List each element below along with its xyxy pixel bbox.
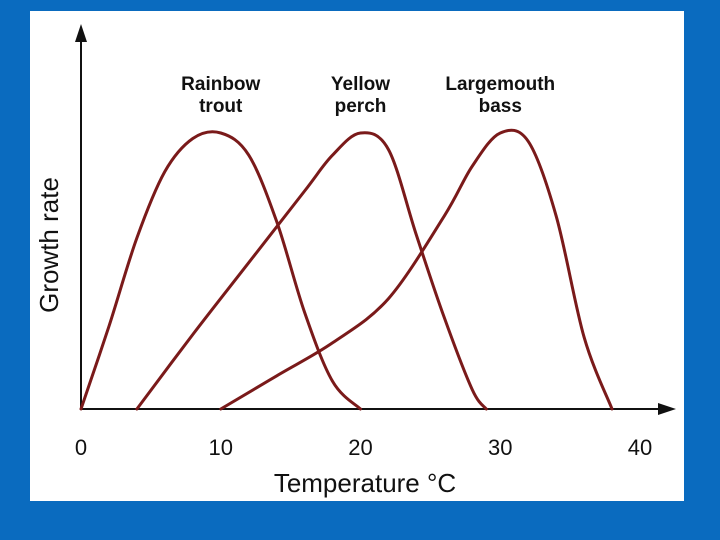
axes (75, 24, 676, 415)
series-label-largemouth-bass: Largemouth bass (445, 74, 555, 117)
curves (79, 128, 614, 411)
x-tick-label: 40 (628, 435, 652, 460)
y-axis-arrow (75, 24, 87, 42)
x-tick-label: 20 (348, 435, 372, 460)
x-tick-label: 30 (488, 435, 512, 460)
curve-rainbow-trout (79, 130, 362, 411)
x-axis-arrow (658, 403, 676, 415)
series-label-yellow-perch: Yellow perch (331, 74, 390, 117)
x-tick-label: 10 (209, 435, 233, 460)
x-tick-labels: 0 10 20 30 40 (75, 435, 652, 460)
chart-panel (30, 11, 684, 501)
series-label-rainbow-trout: Rainbow trout (181, 74, 260, 117)
x-tick-label: 0 (75, 435, 87, 460)
curve-largemouth-bass (219, 128, 614, 411)
curve-yellow-perch (135, 131, 488, 411)
series-labels: Rainbow trout Yellow perch Largemouth bass (181, 74, 555, 117)
y-axis-title: Growth rate (34, 177, 64, 313)
x-axis-title: Temperature °C (274, 468, 456, 498)
